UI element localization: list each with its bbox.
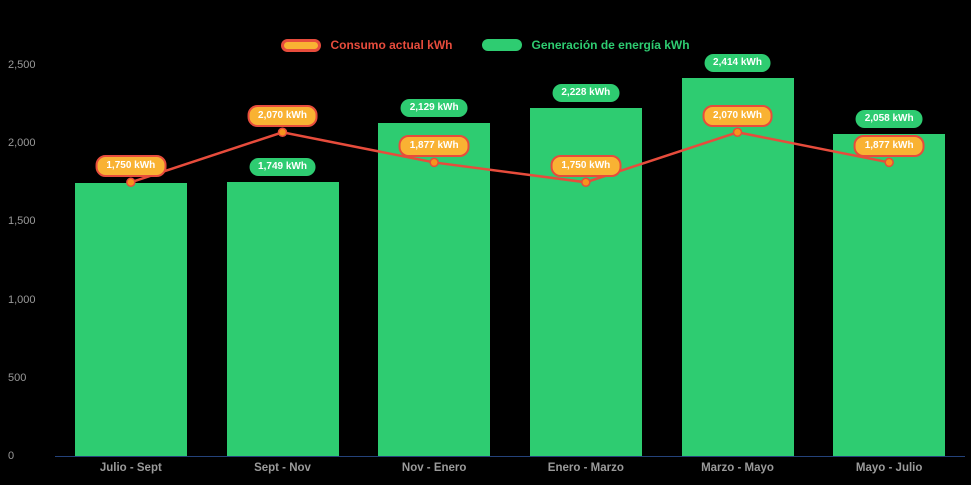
line-value-label: 1,877 kWh (398, 135, 470, 158)
y-axis-label: 0 (8, 450, 15, 462)
legend-item-generacion-energia[interactable]: Generación de energía kWh (482, 38, 690, 52)
x-axis-label: Marzo - Mayo (701, 462, 774, 474)
bar-value-label: 1,749 kWh (249, 158, 316, 177)
bar-value-label: 2,228 kWh (552, 83, 620, 102)
line-value-label: 1,750 kWh (550, 155, 622, 178)
y-axis-label: 500 (8, 371, 27, 384)
legend-label-consumo: Consumo actual kWh (330, 38, 453, 52)
bar-value-label: 2,129 kWh (400, 99, 468, 118)
x-axis-baseline (55, 456, 965, 457)
line-value-label: 1,750 kWh (95, 155, 167, 178)
legend-label-generacion: Generación de energía kWh (531, 38, 690, 52)
generacion-bar[interactable] (833, 134, 946, 456)
line-value-label: 1,877 kWh (853, 135, 925, 158)
bar-value-label: 2,414 kWh (704, 54, 771, 73)
bar-value-label: 2,058 kWh (855, 110, 923, 129)
x-axis-label: Sept - Nov (254, 462, 311, 474)
x-axis-label: Julio - Sept (99, 462, 162, 474)
x-axis-label: Enero - Marzo (547, 462, 624, 474)
y-axis-label: 2,500 (8, 59, 36, 71)
generacion-bar[interactable] (378, 123, 491, 456)
y-axis-label: 2,000 (8, 137, 36, 150)
generacion-bar-swatch-icon (482, 39, 523, 51)
consumo-line-swatch-icon (281, 38, 322, 52)
x-axis-label: Mayo - Julio (855, 462, 923, 474)
line-value-label: 2,070 kWh (702, 105, 773, 128)
chart-legend: Consumo actual kWh Generación de energía… (0, 38, 971, 52)
generacion-bar[interactable] (226, 182, 339, 456)
x-axis-label: Nov - Enero (401, 462, 467, 474)
y-axis-label: 1,500 (8, 215, 36, 228)
line-value-label: 2,070 kWh (247, 105, 318, 128)
generacion-bar[interactable] (681, 78, 794, 456)
generacion-bar[interactable] (74, 183, 187, 456)
y-axis-label: 1,000 (8, 293, 36, 306)
consumo-line-point[interactable] (277, 127, 288, 138)
legend-item-consumo-actual[interactable]: Consumo actual kWh (281, 38, 452, 52)
